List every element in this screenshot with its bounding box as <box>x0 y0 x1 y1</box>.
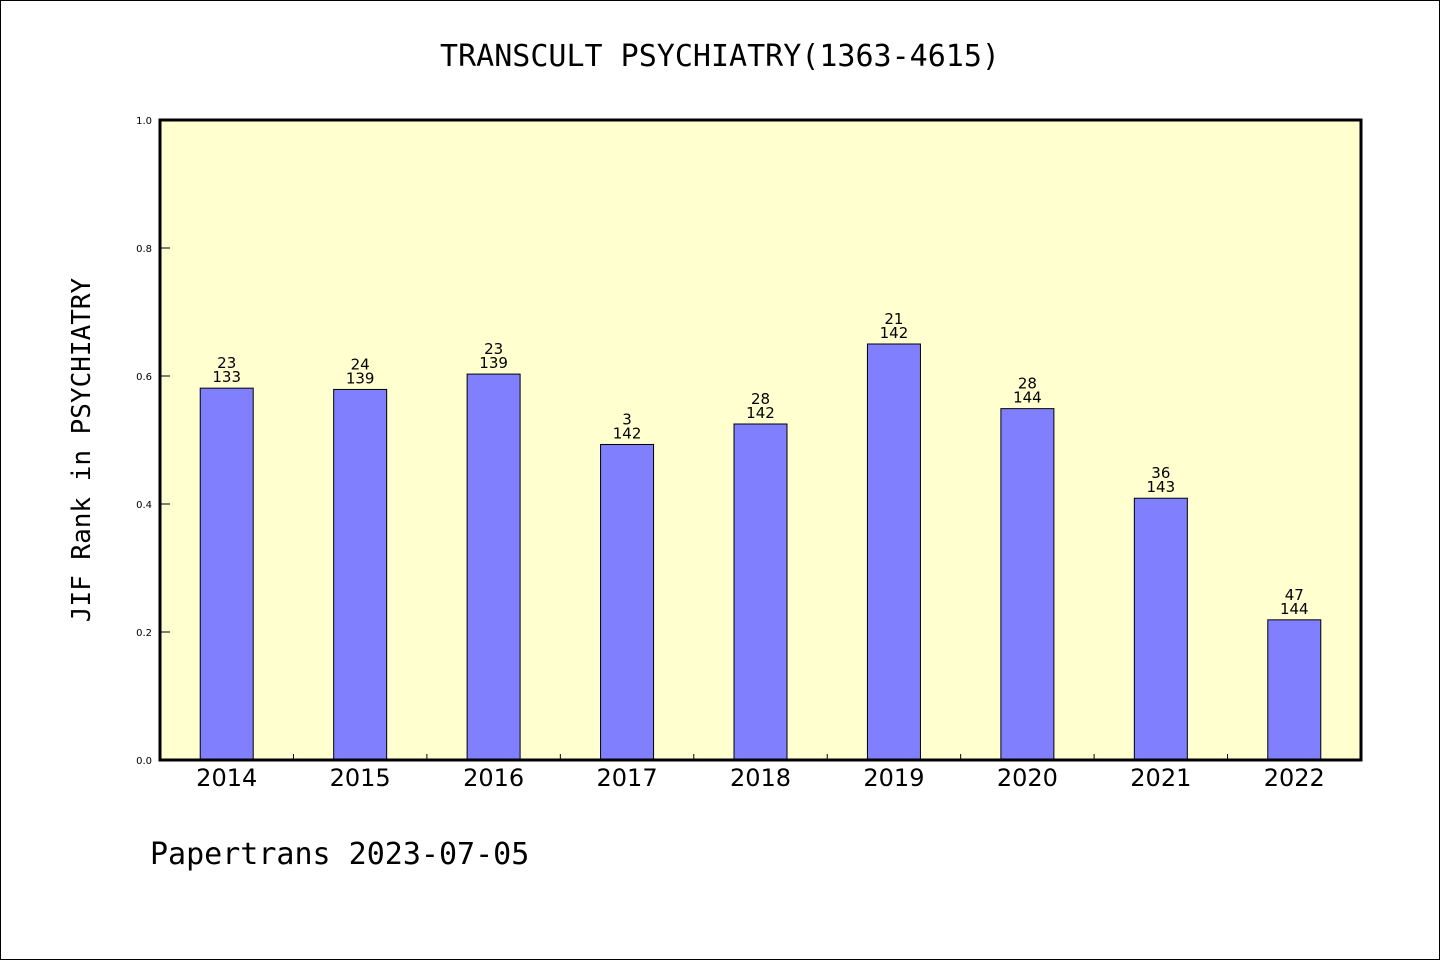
bar-rank-label: 23 <box>484 340 503 358</box>
x-tick-label: 2016 <box>463 764 524 792</box>
footer-credit: Papertrans 2023-07-05 <box>150 837 529 872</box>
bar-2021 <box>1133 497 1188 761</box>
bar-rank-label: 28 <box>1018 375 1037 393</box>
bar-2014 <box>199 387 254 761</box>
bar-2015 <box>333 388 388 761</box>
bars <box>199 343 1322 761</box>
bar-rank-label: 36 <box>1151 464 1170 482</box>
y-axis-label: JIF Rank in PSYCHIATRY <box>67 277 97 622</box>
bar-total-label: 139 <box>346 369 375 387</box>
bar-rank-label: 23 <box>217 354 236 372</box>
y-tick-label: 0.8 <box>136 244 152 255</box>
bar-2022 <box>1267 619 1322 761</box>
bar-total-label: 144 <box>1013 389 1042 407</box>
x-tick-label: 2018 <box>730 764 791 792</box>
x-tick-label: 2015 <box>330 764 391 792</box>
x-axis: 2014 2015 2016 2017 2018 2019 2020 2021 2022 <box>196 754 1325 792</box>
bar-total-label: 142 <box>613 424 642 442</box>
y-tick-label: 0.6 <box>136 372 152 383</box>
bar-2017 <box>600 443 655 761</box>
bar-total-label: 142 <box>746 404 775 422</box>
x-tick-label: 2021 <box>1130 764 1191 792</box>
bar-2018 <box>733 423 788 761</box>
bar-total-label: 142 <box>880 324 909 342</box>
bar-2016 <box>466 373 521 761</box>
bar-total-label: 133 <box>212 368 241 386</box>
x-tick-label: 2014 <box>196 764 257 792</box>
chart-title: TRANSCULT PSYCHIATRY(1363-4615) <box>440 39 1000 74</box>
bar-2019 <box>866 343 921 761</box>
y-tick-label: 0.0 <box>136 756 152 767</box>
bar-rank-label: 28 <box>751 390 770 408</box>
plot-border <box>158 118 1363 762</box>
y-tick-label: 0.4 <box>136 500 152 511</box>
bar-rank-label: 21 <box>884 310 903 328</box>
bar-labels: 2313324139231393142281422114228144361434… <box>212 310 1308 618</box>
bar-total-label: 139 <box>479 354 508 372</box>
bar-rank-label: 24 <box>351 355 370 373</box>
bar-2020 <box>1000 408 1055 761</box>
x-tick-label: 2019 <box>863 764 924 792</box>
y-tick-label: 0.2 <box>136 628 152 639</box>
bar-total-label: 144 <box>1280 600 1309 618</box>
bar-rank-label: 3 <box>622 410 632 428</box>
x-tick-label: 2020 <box>997 764 1058 792</box>
bar-total-label: 143 <box>1147 478 1176 496</box>
x-tick-label: 2017 <box>597 764 658 792</box>
y-tick-label: 1.0 <box>136 116 152 127</box>
x-tick-label: 2022 <box>1264 764 1325 792</box>
bar-rank-label: 47 <box>1285 586 1304 604</box>
